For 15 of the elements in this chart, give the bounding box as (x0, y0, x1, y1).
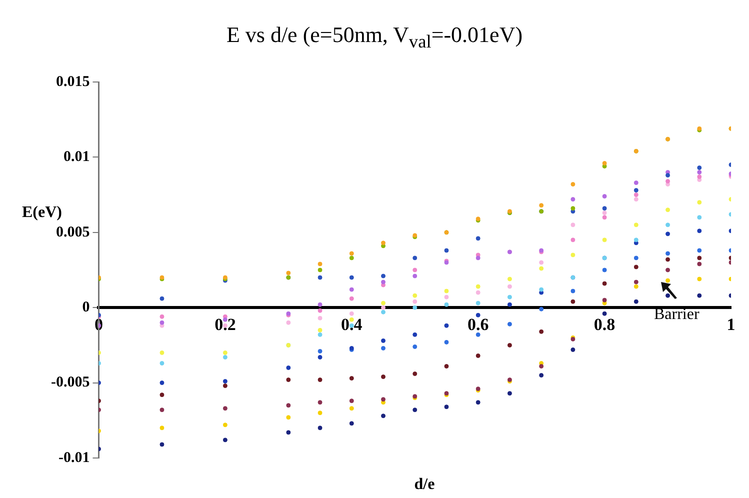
y-tick-label: 0.01 (63, 149, 90, 166)
y-tick-label: 0.015 (56, 74, 90, 90)
y-tick-label: -0.005 (50, 374, 90, 391)
annotation: Barrier (654, 306, 700, 324)
y-axis-title: E(eV) (22, 204, 62, 222)
x-tick-label: 0.6 (467, 315, 489, 334)
x-tick-label: 0.2 (214, 315, 236, 334)
y-tick-label: -0.01 (58, 450, 90, 466)
x-tick-label: 0.8 (594, 315, 616, 334)
y-tick-label: 0.005 (56, 224, 90, 240)
x-axis-title: d/e (413, 476, 436, 494)
chart-title: E vs d/e (e=50nm, V$_{val}$=-0.01eV) (225, 22, 524, 52)
x-tick-label: 1 (726, 315, 736, 334)
y-tick-label: 0 (82, 299, 90, 316)
x-tick-label: 0.4 (341, 315, 363, 334)
